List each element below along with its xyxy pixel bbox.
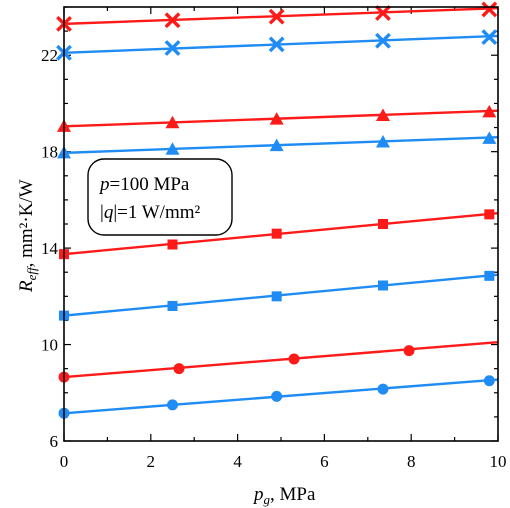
x-axis-subscript: g [264, 492, 271, 507]
x-tick-label: 4 [233, 452, 242, 471]
annotation-pressure-value: =100 MPa [110, 174, 190, 195]
y-axis-title: Reff, mm²·K/W [16, 179, 39, 293]
y-tick-label: 22 [41, 46, 58, 65]
circle-marker [167, 399, 178, 411]
circle-marker [483, 375, 495, 387]
y-axis-unit: , mm²·K/W [16, 179, 37, 267]
annotation-flux-value: =1 W/mm² [117, 202, 200, 223]
x-axis-var: p [252, 484, 264, 505]
blue-circle-series [58, 375, 499, 419]
x-marker [375, 32, 391, 49]
red-triangle-series [57, 104, 499, 132]
x-axis-title: pg, MPa [252, 484, 316, 507]
y-tick-label: 18 [41, 143, 58, 162]
x-marker [268, 36, 285, 53]
series-line [63, 136, 499, 155]
x-tick-labels: 0 2 4 6 8 10 [60, 452, 507, 471]
circle-marker [288, 353, 300, 365]
triangle-marker [482, 131, 497, 144]
series-line [63, 7, 499, 26]
square-marker [377, 219, 388, 229]
x-tick-label: 2 [147, 452, 156, 471]
annotation-var-p: p [98, 174, 110, 195]
x-marker [164, 12, 181, 29]
annotation-line-1: p=100 MPa [98, 174, 190, 195]
plot-frame [63, 6, 499, 442]
square-marker [271, 228, 282, 239]
annotation-box [87, 158, 233, 236]
x-tick-label: 8 [407, 452, 416, 471]
circle-marker [377, 383, 389, 395]
annotation-abs-open: | [100, 202, 104, 223]
y-axis-var: R [16, 280, 37, 293]
x-marker [268, 8, 285, 25]
triangle-marker [269, 138, 284, 152]
x-marker [375, 5, 391, 21]
circle-marker [173, 363, 185, 375]
triangle-marker [165, 115, 180, 129]
series-line [63, 340, 499, 379]
y-tick-label: 10 [41, 336, 58, 355]
blue-triangle-series [57, 131, 499, 159]
blue-x-series [56, 29, 499, 61]
annotation-line-2: |q|=1 W/mm² [100, 202, 201, 223]
triangle-marker [375, 135, 390, 148]
annotation-abs-close: | [113, 202, 117, 223]
circle-marker [403, 345, 415, 357]
series-line [63, 109, 499, 128]
triangle-marker [165, 142, 180, 155]
y-tick-labels: 6 10 14 18 22 [41, 46, 59, 451]
triangle-marker [269, 112, 284, 125]
square-marker [167, 239, 178, 250]
y-tick-label: 6 [50, 432, 59, 451]
x-tick-label: 0 [60, 452, 69, 471]
square-marker [167, 300, 178, 311]
square-marker [271, 291, 282, 302]
red-x-series [56, 1, 499, 32]
x-tick-label: 6 [320, 452, 329, 471]
y-tick-label: 14 [41, 239, 59, 258]
triangle-marker [482, 104, 497, 118]
x-tick-label: 10 [490, 452, 507, 471]
series-group [56, 1, 499, 419]
x-marker [481, 1, 498, 18]
square-marker [484, 209, 495, 220]
blue-square-series [59, 270, 499, 321]
square-marker [377, 280, 388, 291]
x-marker [481, 29, 498, 46]
triangle-marker [375, 108, 390, 121]
x-axis-unit: , MPa [270, 484, 316, 505]
red-circle-series [58, 340, 499, 383]
series-line [63, 34, 499, 55]
annotation-var-q: q [104, 202, 114, 223]
y-axis-subscript: eff [24, 265, 39, 280]
x-marker [164, 40, 181, 56]
square-marker [484, 270, 495, 281]
circle-marker [271, 390, 283, 402]
